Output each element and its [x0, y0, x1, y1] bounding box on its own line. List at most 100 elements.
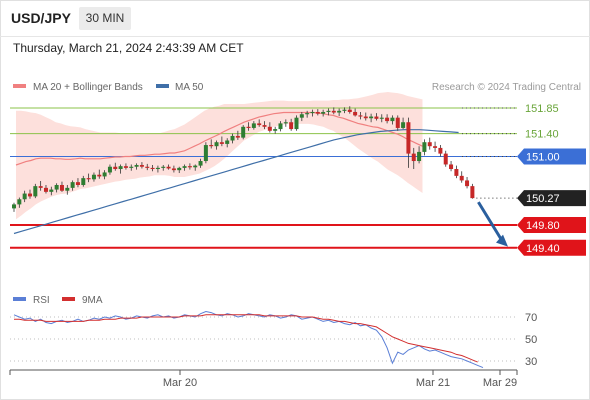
rsi-ma-legend-label: 9MA: [82, 295, 103, 306]
candle-body: [166, 166, 171, 169]
candle-body: [406, 122, 411, 154]
candle-body: [198, 161, 203, 166]
candle-body: [81, 178, 86, 185]
candle-body: [427, 142, 432, 147]
candle-body: [358, 115, 363, 117]
candle-body: [257, 123, 262, 126]
candle-body: [209, 145, 214, 147]
candle-body: [251, 123, 256, 128]
candle-body: [305, 113, 310, 115]
candle-body: [363, 116, 368, 119]
candle-body: [342, 109, 347, 111]
support-price-tag: [517, 216, 586, 233]
candle-body: [177, 167, 182, 171]
candle-body: [353, 111, 358, 116]
candle-body: [283, 122, 288, 124]
timeframe-button[interactable]: 30 MIN: [79, 7, 131, 30]
candle-body: [65, 187, 70, 191]
ma50-line: [13, 129, 459, 235]
candle-body: [75, 182, 80, 185]
candle-body: [470, 186, 475, 199]
ma20-legend-label: MA 20 + Bollinger Bands: [33, 82, 143, 93]
support-level-label: 149.80: [526, 220, 560, 232]
candle-body: [443, 153, 448, 165]
candle-body: [331, 110, 336, 113]
candle-body: [454, 169, 459, 176]
candle-body: [182, 166, 187, 168]
candle-body: [417, 151, 422, 162]
ma20-line: [15, 111, 423, 166]
candle-body: [321, 111, 326, 114]
support-price-tag: [517, 239, 586, 256]
candle-body: [91, 174, 96, 180]
support-level-label: 149.40: [526, 243, 560, 255]
rsi-tick-label: 50: [525, 334, 537, 346]
current-price-tag: [517, 190, 586, 207]
candle-body: [235, 135, 240, 138]
candle-body: [337, 110, 342, 113]
moving-averages: [13, 111, 459, 235]
candle-body: [12, 204, 16, 209]
candle-body: [214, 142, 219, 147]
candle-body: [395, 117, 400, 128]
candle-body: [193, 165, 198, 168]
candle-body: [273, 129, 278, 131]
candle-body: [203, 145, 208, 162]
candle-body: [27, 193, 32, 197]
candle-body: [43, 187, 48, 192]
candle-body: [369, 116, 374, 119]
candle-body: [134, 165, 139, 167]
x-axis-tick-label: Mar 20: [163, 377, 197, 389]
candle-body: [38, 186, 43, 188]
candlesticks: [12, 106, 475, 212]
chart-header: USD/JPY 30 MIN: [0, 0, 590, 36]
resistance-level-label: 151.85: [525, 103, 559, 115]
candle-body: [401, 122, 406, 128]
current-price-label: 150.27: [526, 193, 560, 205]
bollinger-band-fill: [16, 92, 423, 220]
candle-body: [326, 110, 331, 112]
candle-body: [347, 109, 352, 112]
ma20-legend-swatch: [13, 84, 26, 88]
pivot-price-tag: [517, 148, 586, 165]
candle-body: [171, 168, 176, 171]
candle-body: [411, 153, 416, 162]
candle-body: [145, 166, 150, 168]
x-axis-tick-label: Mar 29: [483, 377, 517, 389]
candle-body: [59, 185, 64, 191]
pivot-level-label: 151.00: [526, 151, 560, 163]
header-divider: [0, 36, 590, 37]
candle-body: [267, 126, 272, 131]
candle-body: [187, 166, 192, 168]
candle-body: [422, 142, 427, 152]
timestamp: Thursday, March 21, 2024 2:43:39 AM CET: [13, 41, 244, 55]
candle-body: [315, 111, 320, 114]
candle-body: [241, 126, 246, 138]
candle-body: [219, 142, 224, 144]
forecast-arrow-shaft: [477, 201, 504, 242]
candle-body: [155, 167, 160, 170]
candle-body: [70, 182, 75, 188]
rsi-line: [13, 310, 484, 369]
candle-body: [433, 146, 438, 148]
rsi-panel: 70 50 30: [10, 310, 537, 369]
candle-body: [299, 114, 304, 118]
candle-body: [139, 165, 144, 167]
rsi-legend-swatch: [13, 297, 26, 301]
candle-body: [86, 178, 91, 180]
candle-body: [385, 117, 390, 122]
resistance-level-label: 151.40: [525, 129, 559, 141]
candle-body: [118, 166, 123, 170]
candle-body: [294, 117, 299, 130]
candle-body: [390, 117, 395, 122]
candle-body: [289, 122, 294, 130]
bollinger-bands: [16, 92, 423, 220]
rsi-legend-label: RSI: [33, 295, 50, 306]
candle-body: [438, 147, 443, 154]
candle-body: [129, 166, 134, 168]
forecast-arrow-head: [496, 234, 508, 247]
candle-body: [230, 135, 235, 141]
candle-body: [465, 180, 470, 187]
x-axis-tick-label: Mar 21: [416, 377, 450, 389]
